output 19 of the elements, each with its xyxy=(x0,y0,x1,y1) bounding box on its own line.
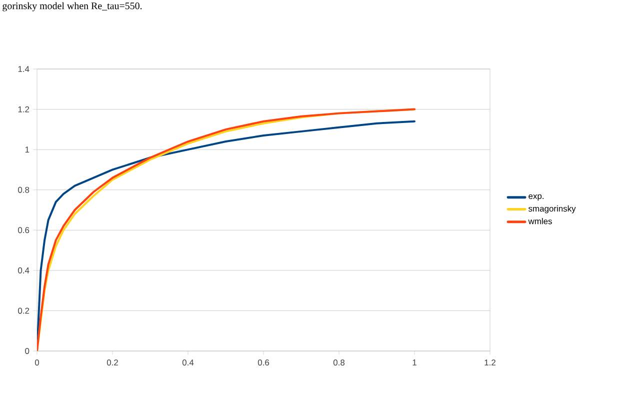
x-tick-label: 0.4 xyxy=(182,360,194,366)
x-tick-label: 0.6 xyxy=(258,360,270,366)
x-tick-label: 1.2 xyxy=(484,360,496,366)
x-tick-label: 0.8 xyxy=(333,360,345,366)
y-tick-label: 1 xyxy=(25,146,30,152)
y-tick-label: 0 xyxy=(25,348,30,354)
x-tick-label: 1 xyxy=(412,360,416,366)
y-tick-label: 0.8 xyxy=(18,186,30,193)
x-tick-label: 0.2 xyxy=(106,360,118,366)
y-tick-label: 0.2 xyxy=(18,308,30,314)
legend-label: smagorinsky xyxy=(528,205,576,214)
legend-label: wmles xyxy=(528,218,552,224)
legend-label: exp. xyxy=(528,194,544,201)
y-tick-label: 1.4 xyxy=(18,66,30,72)
y-tick-label: 0.4 xyxy=(18,267,30,274)
x-tick-label: 0 xyxy=(34,360,40,366)
y-tick-label: 1.2 xyxy=(18,106,30,112)
chart-title: gorinsky model when Re_tau=550. xyxy=(2,2,142,12)
y-tick-label: 0.6 xyxy=(18,227,30,234)
